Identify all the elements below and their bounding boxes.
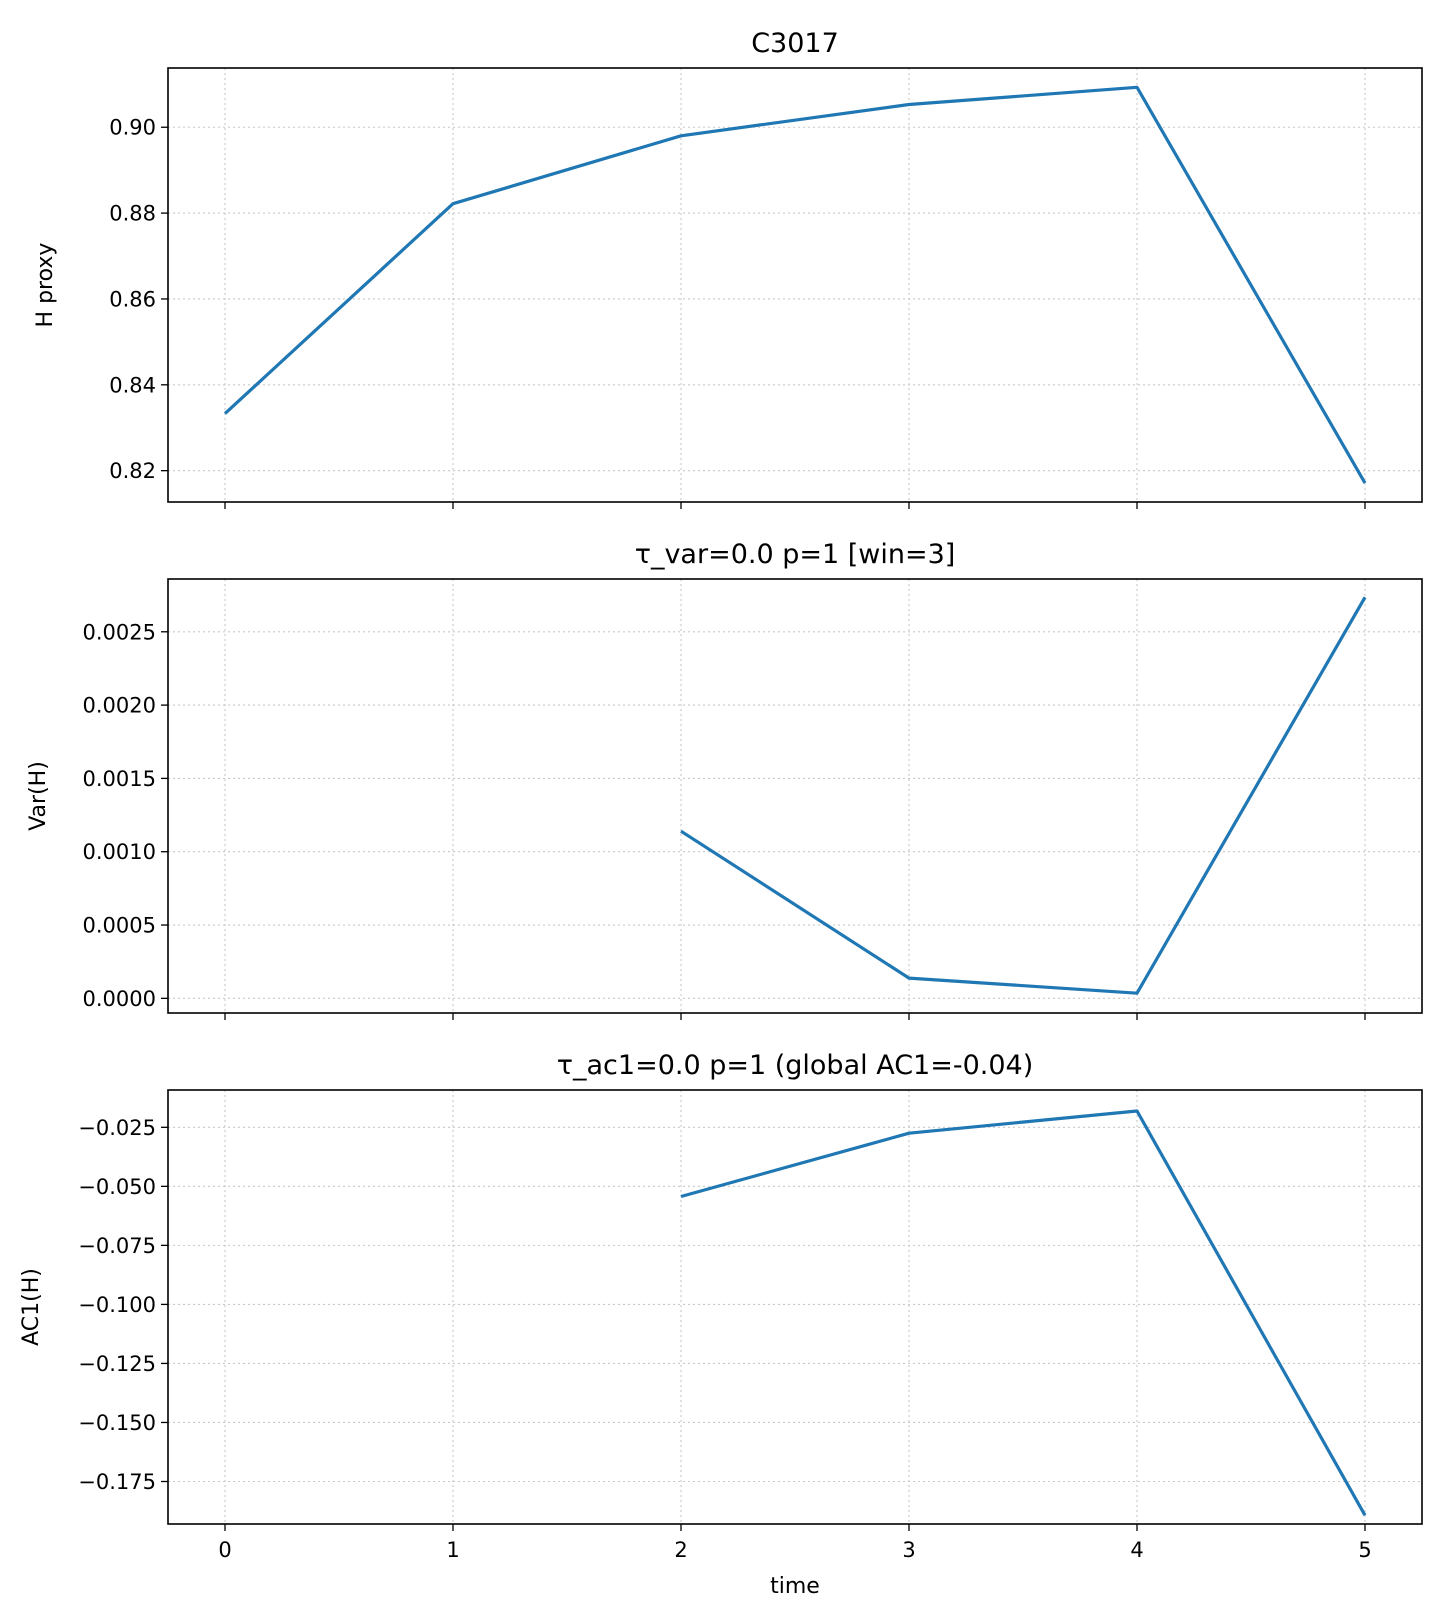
x-tick-label: 3 [902,1538,915,1562]
y-tick-label: −0.025 [78,1116,156,1140]
y-tick-label: 0.88 [109,202,156,226]
y-tick-label: 0.0000 [83,987,156,1011]
chart-panel-1: 0.82 0.84 0.86 0.88 0.90 C3017 H proxy [33,28,1423,509]
y-tick-label: 0.0005 [83,914,156,938]
panel-title: τ_ac1=0.0 p=1 (global AC1=-0.04) [557,1050,1034,1081]
y-axis-label: Var(H) [26,761,51,831]
y-tick-label: 0.90 [109,116,156,140]
panel-title: C3017 [751,28,839,59]
y-tick-label: 0.0025 [83,620,156,644]
axes-frame [167,578,1423,1014]
series-line [680,596,1367,995]
y-tick-label: −0.100 [78,1293,156,1317]
y-tick-label: −0.175 [78,1470,156,1494]
x-axis-label: time [770,1574,820,1599]
y-tick-label: −0.125 [78,1352,156,1376]
x-tick-label: 1 [446,1538,459,1562]
y-tick-label: 0.84 [109,373,156,397]
y-tick-label: 0.0015 [83,767,156,791]
series-line [223,85,1367,484]
x-tick-label: 2 [674,1538,687,1562]
x-tick-label: 0 [218,1538,231,1562]
axes-frame [167,67,1423,503]
chart-panel-3: 0 1 2 3 4 5 −0.175 −0.150 −0.125 −0.100 −0.075 −0.0… [19,1050,1423,1599]
series-line [680,1109,1367,1517]
y-axis-label: H proxy [33,243,58,328]
y-tick-label: 0.86 [109,287,156,311]
chart-panel-2: 0.0000 0.0005 0.0010 0.0015 0.0020 0.0025 τ_va… [26,539,1423,1020]
y-tick-label: 0.82 [109,459,156,483]
y-tick-label: −0.150 [78,1411,156,1435]
y-tick-label: −0.050 [78,1175,156,1199]
y-axis-label: AC1(H) [19,1268,44,1346]
panel-title: τ_var=0.0 p=1 [win=3] [635,539,956,570]
axes-frame [167,1089,1423,1525]
x-tick-label: 4 [1130,1538,1143,1562]
x-tick-label: 5 [1358,1538,1371,1562]
y-tick-label: −0.075 [78,1234,156,1258]
y-tick-label: 0.0020 [83,694,156,718]
y-tick-label: 0.0010 [83,840,156,864]
